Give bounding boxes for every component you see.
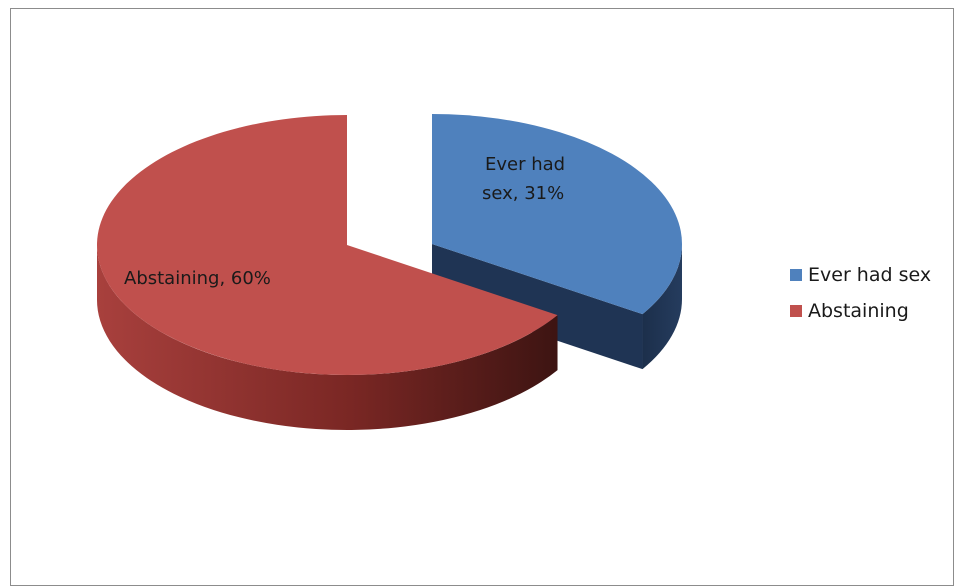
legend-item-abstaining: Abstaining: [790, 296, 931, 326]
legend-swatch-ever-had-sex: [790, 269, 802, 281]
chart-legend: Ever had sex Abstaining: [790, 260, 931, 332]
legend-swatch-abstaining: [790, 305, 802, 317]
pie-slice-ever-had-sex: [432, 114, 682, 315]
pie-rim-abstaining: [97, 245, 558, 430]
data-label-ever-had-sex-line2: sex, 31%: [482, 183, 564, 204]
pie-wall-ever-had-sex-end: [432, 244, 643, 370]
data-label-abstaining: Abstaining, 60%: [124, 268, 271, 289]
legend-label-ever-had-sex: Ever had sex: [808, 264, 932, 286]
legend-item-ever-had-sex: Ever had sex: [790, 260, 931, 290]
pie-slice-abstaining: [96, 115, 558, 376]
data-label-ever-had-sex-line1: Ever had: [485, 154, 565, 175]
legend-label-abstaining: Abstaining: [808, 300, 909, 322]
pie-rim-ever-had-sex: [642, 244, 682, 370]
